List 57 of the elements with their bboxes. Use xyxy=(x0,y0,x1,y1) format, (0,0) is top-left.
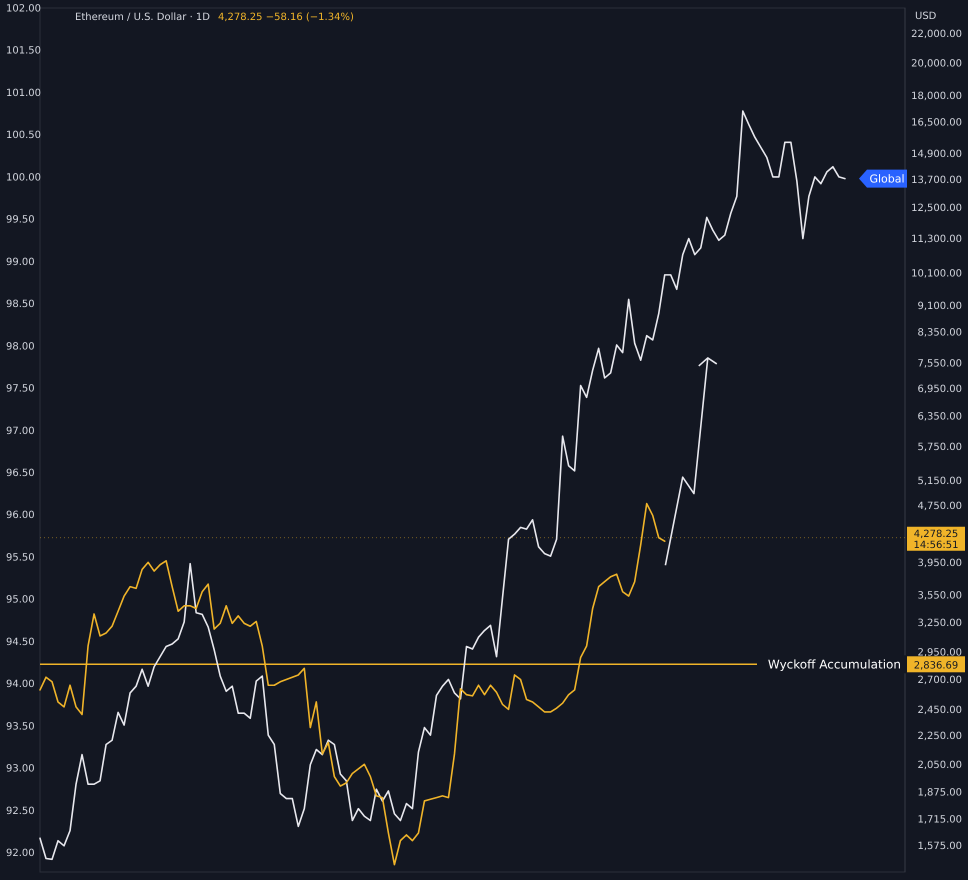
y-tick-label: 93.00 xyxy=(6,764,35,775)
y-tick-label: 93.50 xyxy=(6,721,35,732)
y2-tick-label: 22,000.00 xyxy=(911,29,962,40)
y2-axis-title: USD xyxy=(915,11,937,22)
y2-tick-label: 18,000.00 xyxy=(911,90,962,102)
y-tick-label: 92.50 xyxy=(6,806,35,817)
y2-tick-label: 2,050.00 xyxy=(917,760,962,771)
y-tick-label: 96.50 xyxy=(6,468,35,480)
y2-tick-label: 5,750.00 xyxy=(917,442,962,454)
y-tick-label: 98.00 xyxy=(6,341,35,352)
text: Global xyxy=(869,172,905,186)
y-tick-label: 99.00 xyxy=(6,256,35,268)
ref-line-label: 4,278.25 xyxy=(914,528,958,540)
y-tick-label: 94.00 xyxy=(6,679,35,690)
y-tick-label: 102.00 xyxy=(6,4,41,14)
y-tick-label: 101.50 xyxy=(6,46,41,57)
text: 2,836.69 xyxy=(914,660,958,672)
y2-tick-label: 6,950.00 xyxy=(917,384,962,395)
y2-tick-label: 4,750.00 xyxy=(917,501,962,512)
y2-tick-label: 3,950.00 xyxy=(917,558,962,569)
y-tick-label: 100.00 xyxy=(6,172,41,184)
y2-tick-label: 2,250.00 xyxy=(917,731,962,742)
y2-tick-label: 6,350.00 xyxy=(917,412,962,423)
y2-tick-label: 14,900.00 xyxy=(911,149,962,160)
y-tick-label: 99.50 xyxy=(6,214,35,226)
y2-tick-label: 20,000.00 xyxy=(911,58,962,70)
y-tick-label: 97.00 xyxy=(6,426,35,437)
y-tick-label: 100.50 xyxy=(6,130,41,142)
y-tick-label: 98.50 xyxy=(6,299,35,310)
y-tick-label: 92.00 xyxy=(6,848,35,860)
y-tick-label: 96.00 xyxy=(6,510,35,522)
y2-tick-label: 1,875.00 xyxy=(917,787,962,798)
y2-tick-label: 3,550.00 xyxy=(917,590,962,602)
y2-tick-label: 3,250.00 xyxy=(917,618,962,629)
y2-tick-label: 2,950.00 xyxy=(917,648,962,659)
ref-line-label: Wyckoff Accumulation xyxy=(768,657,901,672)
y2-tick-label: 5,150.00 xyxy=(917,476,962,488)
y-tick-label: 95.00 xyxy=(6,594,35,606)
y2-tick-label: 2,700.00 xyxy=(917,674,962,686)
y2-tick-label: 8,350.00 xyxy=(917,327,962,338)
y2-tick-label: 7,550.00 xyxy=(917,358,962,370)
y2-tick-label: 9,100.00 xyxy=(917,300,962,312)
y-tick-label: 101.00 xyxy=(6,88,41,99)
chart-subtitle: 4,278.25 −58.16 (−1.34%) xyxy=(218,12,354,23)
y2-tick-label: 16,500.00 xyxy=(911,118,962,129)
y2-tick-label: 2,450.00 xyxy=(917,704,962,716)
y-tick-label: 94.50 xyxy=(6,636,35,648)
y2-tick-label: 11,300.00 xyxy=(911,234,962,246)
y2-tick-label: 1,575.00 xyxy=(917,840,962,852)
y2-tick-label: 12,500.00 xyxy=(911,203,962,214)
y2-tick-label: 10,100.00 xyxy=(911,268,962,280)
chart-title: Ethereum / U.S. Dollar · 1D xyxy=(75,12,210,23)
text: 14:56:51 xyxy=(914,540,958,551)
y-tick-label: 95.50 xyxy=(6,552,35,564)
y2-tick-label: 13,700.00 xyxy=(911,174,962,186)
y2-tick-label: 1,715.00 xyxy=(917,814,962,826)
y-tick-label: 97.50 xyxy=(6,384,35,395)
